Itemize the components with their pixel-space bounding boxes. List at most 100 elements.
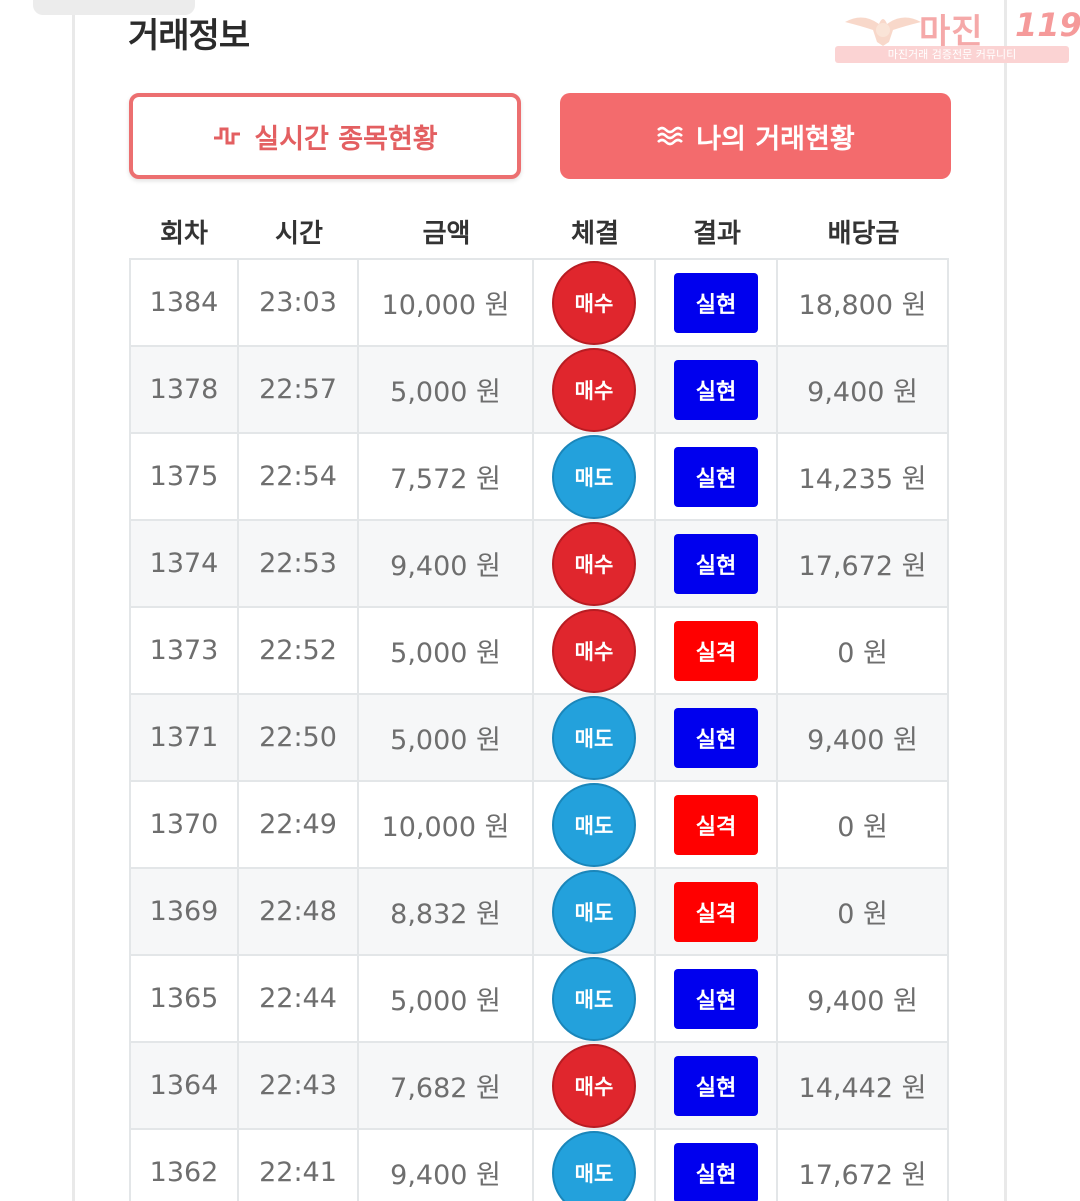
frame-left-border — [72, 0, 75, 1201]
result-cell: 실현 — [656, 434, 778, 519]
header-payout: 배당금 — [827, 219, 900, 249]
payout-cell: 18,800 원 — [778, 260, 949, 345]
amount-cell: 10,000 원 — [359, 260, 534, 345]
payout-cell: 0 원 — [778, 869, 949, 954]
trade-cell: 매수 — [534, 347, 656, 432]
payout-cell: 0 원 — [778, 782, 949, 867]
result-badge: 실현 — [674, 707, 758, 768]
table-row: 1369 22:48 8,832 원 매도 실격 0 원 — [129, 867, 949, 954]
result-badge: 실현 — [674, 1142, 758, 1201]
table-row: 1365 22:44 5,000 원 매도 실현 9,400 원 — [129, 954, 949, 1041]
trade-badge: 매수 — [552, 260, 636, 345]
trade-badge: 매수 — [552, 347, 636, 432]
header-result: 결과 — [693, 219, 741, 249]
payout-cell: 9,400 원 — [778, 695, 949, 780]
trade-cell: 매수 — [534, 1043, 656, 1128]
result-cell: 실현 — [656, 956, 778, 1041]
trade-badge: 매도 — [552, 434, 636, 519]
watermark-number: 119 — [1015, 6, 1080, 44]
round-cell: 1364 — [129, 1043, 239, 1128]
time-cell: 22:41 — [239, 1130, 359, 1201]
table-row: 1374 22:53 9,400 원 매수 실현 17,672 원 — [129, 519, 949, 606]
table-row: 1375 22:54 7,572 원 매도 실현 14,235 원 — [129, 432, 949, 519]
frame-right-border — [1004, 0, 1007, 1201]
time-cell: 22:53 — [239, 521, 359, 606]
trade-badge: 매수 — [552, 1043, 636, 1128]
payout-cell: 9,400 원 — [778, 347, 949, 432]
round-cell: 1373 — [129, 608, 239, 693]
result-cell: 실현 — [656, 260, 778, 345]
round-cell: 1369 — [129, 869, 239, 954]
trade-badge: 매수 — [552, 608, 636, 693]
my-trade-status-label: 나의 거래현황 — [696, 123, 855, 155]
result-badge: 실격 — [674, 794, 758, 855]
trade-cell: 매도 — [534, 869, 656, 954]
trade-badge: 매도 — [552, 1130, 636, 1201]
amount-cell: 9,400 원 — [359, 521, 534, 606]
result-cell: 실현 — [656, 1043, 778, 1128]
trade-cell: 매도 — [534, 956, 656, 1041]
realtime-status-button[interactable]: 실시간 종목현황 — [129, 93, 521, 179]
trade-cell: 매수 — [534, 608, 656, 693]
payout-cell: 0 원 — [778, 608, 949, 693]
table-row: 1370 22:49 10,000 원 매도 실격 0 원 — [129, 780, 949, 867]
section-title: 거래정보 — [128, 16, 250, 56]
round-cell: 1365 — [129, 956, 239, 1041]
payout-cell: 14,235 원 — [778, 434, 949, 519]
round-cell: 1374 — [129, 521, 239, 606]
result-badge: 실격 — [674, 881, 758, 942]
result-cell: 실현 — [656, 347, 778, 432]
round-cell: 1362 — [129, 1130, 239, 1201]
amount-cell: 9,400 원 — [359, 1130, 534, 1201]
amount-cell: 10,000 원 — [359, 782, 534, 867]
waves-icon — [656, 125, 684, 147]
header-amount: 금액 — [422, 219, 471, 249]
trade-cell: 매도 — [534, 695, 656, 780]
pulse-icon — [212, 124, 242, 148]
trade-badge: 매수 — [552, 521, 636, 606]
header-time: 시간 — [275, 219, 323, 249]
payout-cell: 17,672 원 — [778, 521, 949, 606]
amount-cell: 7,682 원 — [359, 1043, 534, 1128]
result-cell: 실격 — [656, 782, 778, 867]
time-cell: 22:49 — [239, 782, 359, 867]
time-cell: 22:48 — [239, 869, 359, 954]
watermark-tagline: 마진거래 검증전문 커뮤니티 — [835, 46, 1069, 63]
time-cell: 22:57 — [239, 347, 359, 432]
result-cell: 실격 — [656, 608, 778, 693]
trade-cell: 매도 — [534, 782, 656, 867]
trade-badge: 매도 — [552, 782, 636, 867]
header-trade: 체결 — [571, 219, 619, 249]
watermark-name: 마진 — [919, 12, 984, 52]
time-cell: 23:03 — [239, 260, 359, 345]
amount-cell: 8,832 원 — [359, 869, 534, 954]
result-badge: 실현 — [674, 968, 758, 1029]
round-cell: 1378 — [129, 347, 239, 432]
result-cell: 실현 — [656, 1130, 778, 1201]
result-badge: 실격 — [674, 620, 758, 681]
trade-cell: 매수 — [534, 521, 656, 606]
realtime-status-label: 실시간 종목현황 — [254, 123, 438, 155]
eagle-emblem-icon — [845, 17, 921, 46]
time-cell: 22:54 — [239, 434, 359, 519]
time-cell: 22:43 — [239, 1043, 359, 1128]
result-badge: 실현 — [674, 446, 758, 507]
trade-cell: 매수 — [534, 260, 656, 345]
trade-badge: 매도 — [552, 956, 636, 1041]
round-cell: 1370 — [129, 782, 239, 867]
amount-cell: 5,000 원 — [359, 608, 534, 693]
table-row: 1373 22:52 5,000 원 매수 실격 0 원 — [129, 606, 949, 693]
time-cell: 22:52 — [239, 608, 359, 693]
payout-cell: 14,442 원 — [778, 1043, 949, 1128]
my-trade-status-button[interactable]: 나의 거래현황 — [560, 93, 951, 179]
table-row: 1364 22:43 7,682 원 매수 실현 14,442 원 — [129, 1041, 949, 1128]
round-cell: 1375 — [129, 434, 239, 519]
payout-cell: 17,672 원 — [778, 1130, 949, 1201]
result-badge: 실현 — [674, 1055, 758, 1116]
result-cell: 실현 — [656, 521, 778, 606]
amount-cell: 7,572 원 — [359, 434, 534, 519]
table-row: 1378 22:57 5,000 원 매수 실현 9,400 원 — [129, 345, 949, 432]
table-row: 1362 22:41 9,400 원 매도 실현 17,672 원 — [129, 1128, 949, 1201]
trade-history-table: 1384 23:03 10,000 원 매수 실현 18,800 원 1378 … — [129, 258, 949, 1201]
result-badge: 실현 — [674, 359, 758, 420]
